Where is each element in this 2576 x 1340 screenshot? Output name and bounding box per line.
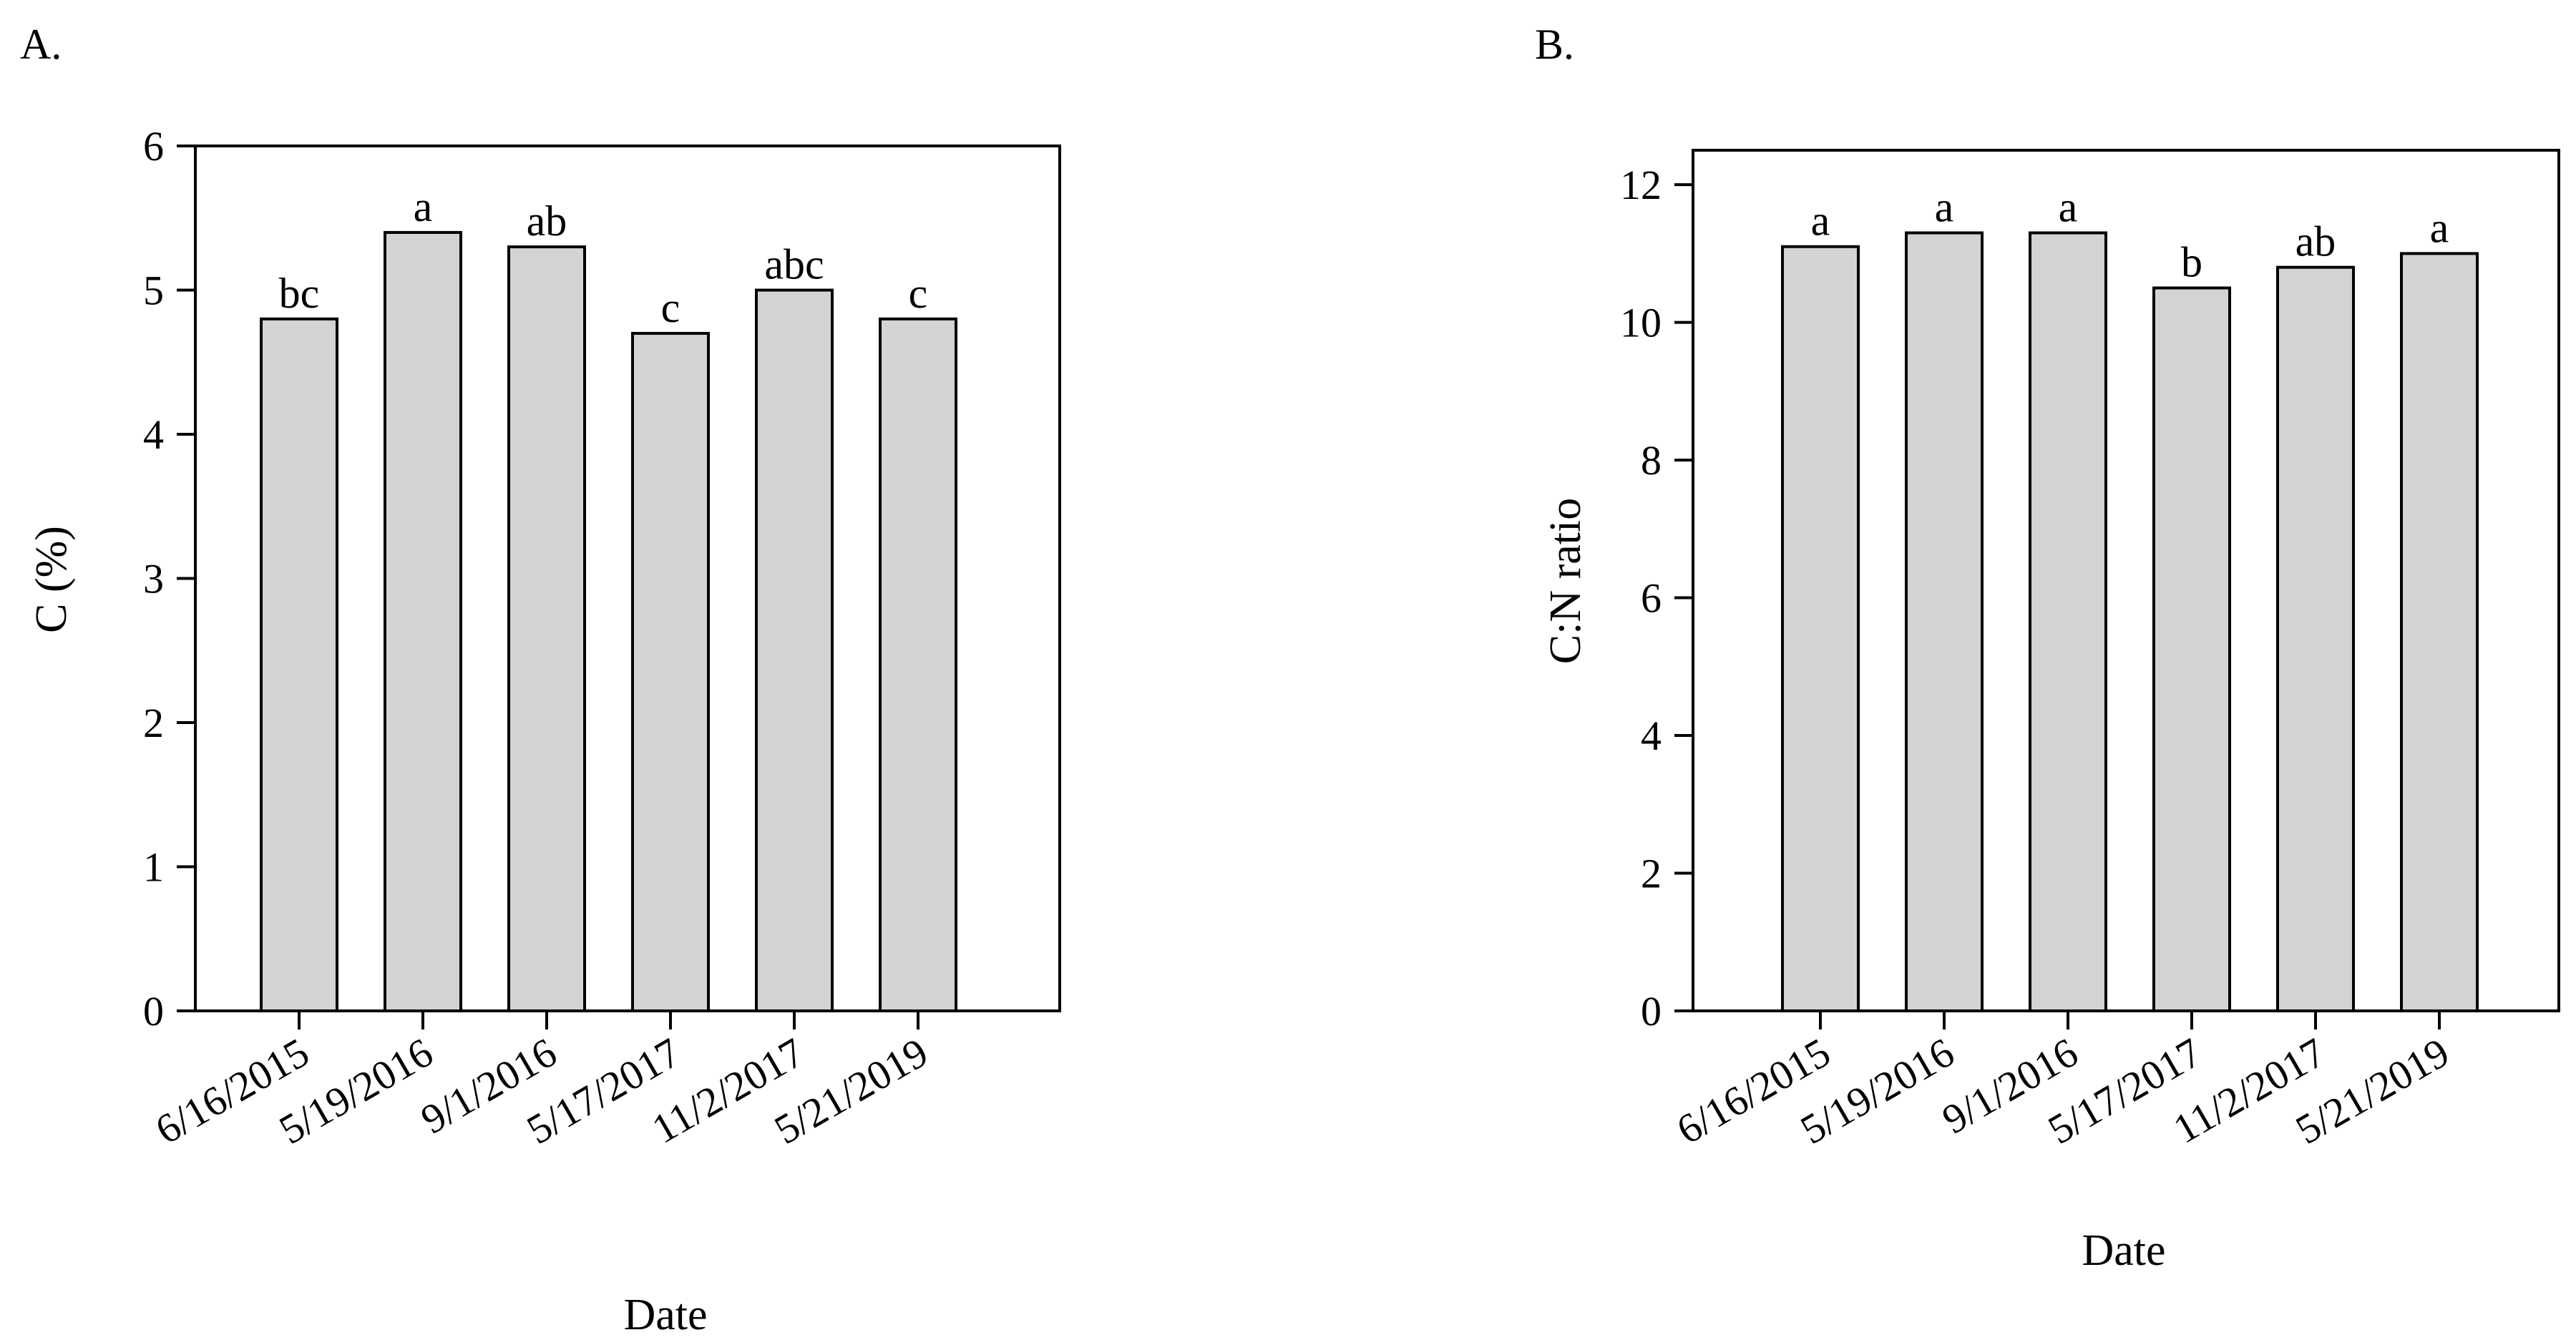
panel-b-y-tick-label-1: 2 (1641, 851, 1662, 897)
panel-a-bar-5 (879, 317, 957, 1012)
panel-b-bar-5 (2400, 252, 2479, 1012)
panel-a-significance-label-3: c (661, 284, 680, 331)
panel-a-x-axis-title: Date (623, 1291, 707, 1339)
panel-a-significance-label-2: ab (527, 197, 567, 245)
panel-a-y-tick-label-1: 1 (143, 844, 164, 891)
panel-b-chart: B. Date C:N ratio 024681012a6/16/2015a5/… (1535, 21, 2560, 1275)
panel-b-significance-label-2: a (2059, 183, 2078, 230)
panel-b-y-tick-label-6: 12 (1620, 162, 1662, 208)
panel-a-label: A. (20, 21, 62, 68)
panel-b-y-tick-label-0: 0 (1641, 988, 1662, 1035)
panel-a-y-tick-label-4: 4 (143, 411, 164, 458)
panel-a-y-axis-title: C (%) (27, 526, 76, 633)
panel-a-significance-label-4: abc (764, 241, 824, 288)
panel-b-y-tick-label-3: 6 (1641, 575, 1662, 622)
panel-b-bar-0 (1781, 245, 1860, 1013)
panel-a-bar-1 (384, 230, 462, 1012)
panel-a-y-tick-label-2: 2 (143, 700, 164, 746)
panel-b-bar-4 (2276, 265, 2355, 1012)
panel-a-marks: 0123456bc6/16/2015a5/19/2016ab9/1/2016c5… (143, 123, 957, 1153)
panel-a-chart: A. Date C (%) 0123456bc6/16/2015a5/19/20… (20, 21, 1061, 1339)
panel-a-y-tick-label-3: 3 (143, 556, 164, 602)
panel-a-plot-frame (194, 145, 1061, 1012)
panel-a-significance-label-0: bc (279, 270, 320, 317)
panel-b-marks: 024681012a6/16/2015a5/19/2016a9/1/2016b5… (1620, 162, 2479, 1153)
panel-a-significance-label-5: c (909, 270, 928, 317)
panel-b-significance-label-5: a (2430, 204, 2449, 251)
panel-b-bar-2 (2029, 231, 2107, 1012)
panel-b-label: B. (1535, 21, 1574, 68)
panel-b-y-tick-label-5: 10 (1620, 300, 1662, 346)
panel-b-bar-3 (2152, 286, 2231, 1013)
panel-b-significance-label-1: a (1935, 183, 1954, 230)
panel-a-y-tick-label-0: 0 (143, 988, 164, 1035)
panel-a-significance-label-1: a (414, 183, 433, 230)
panel-a-bar-3 (631, 331, 710, 1012)
panel-b-significance-label-3: b (2181, 238, 2202, 285)
panel-b-plot-frame (1692, 149, 2560, 1012)
panel-a-y-tick-label-6: 6 (143, 123, 164, 170)
panel-b-y-tick-label-4: 8 (1641, 437, 1662, 484)
panel-a-y-tick-label-5: 5 (143, 268, 164, 314)
panel-b-bar-1 (1905, 231, 1984, 1012)
panel-b-significance-label-4: ab (2296, 218, 2336, 265)
panel-b-significance-label-0: a (1811, 197, 1830, 245)
panel-a-bar-4 (755, 288, 834, 1012)
panel-b-y-axis-title: C:N ratio (1541, 498, 1590, 664)
panel-b-x-axis-title: Date (2082, 1226, 2165, 1275)
panel-b-y-tick-label-2: 4 (1641, 713, 1662, 759)
panel-a-bar-2 (507, 245, 586, 1012)
panel-a-bar-0 (260, 317, 338, 1012)
